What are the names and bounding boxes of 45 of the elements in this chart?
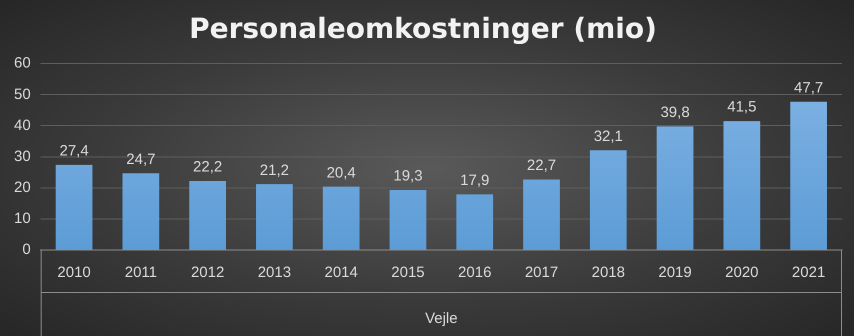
x-tick-label: 2020: [725, 264, 759, 282]
bar: [256, 184, 293, 250]
x-tick-label: 2019: [658, 264, 692, 282]
y-tick-label: 50: [14, 86, 31, 103]
data-label: 47,7: [794, 79, 824, 96]
data-label: 17,9: [460, 172, 490, 190]
x-tick-label: 2011: [124, 264, 157, 282]
x-tick-label: 2015: [391, 264, 425, 282]
bar: [122, 173, 160, 250]
chart-title: Personaleomkostninger (mio): [189, 12, 657, 46]
data-label: 19,3: [393, 168, 423, 185]
x-tick-label: 2021: [792, 264, 826, 282]
x-tick-label: 2018: [592, 264, 625, 282]
bar: [56, 164, 92, 250]
bar: [590, 150, 627, 250]
y-tick-label: 0: [22, 241, 31, 258]
y-tick-label: 60: [14, 54, 31, 72]
bar: [790, 102, 827, 250]
x-tick-label: 2017: [524, 264, 558, 282]
bar: [456, 194, 494, 250]
y-tick-label: 30: [14, 148, 31, 165]
data-label: 21,2: [260, 162, 290, 179]
y-tick-label: 40: [14, 116, 31, 134]
data-label: 41,5: [727, 98, 756, 116]
x-tick-label: 2013: [258, 264, 292, 282]
data-label: 22,2: [193, 158, 222, 176]
data-label: 24,7: [126, 150, 156, 168]
data-label: 27,4: [59, 142, 89, 160]
bar: [723, 121, 760, 250]
data-label: 39,8: [660, 104, 690, 121]
x-tick-label: 2016: [458, 264, 492, 282]
bar: [656, 126, 694, 250]
x-tick-label: 2014: [324, 264, 358, 282]
data-label: 22,7: [526, 157, 556, 174]
y-tick-label: 10: [14, 210, 31, 228]
data-label: 20,4: [326, 164, 356, 182]
x-axis-title: Vejle: [425, 310, 458, 328]
x-tick-label: 2010: [57, 264, 91, 282]
bar: [390, 190, 426, 250]
bar: [189, 181, 226, 250]
bar: [322, 186, 360, 250]
bar: [523, 179, 560, 250]
y-tick-label: 20: [14, 179, 31, 196]
data-label: 32,1: [594, 128, 623, 145]
x-tick-label: 2012: [190, 264, 224, 282]
